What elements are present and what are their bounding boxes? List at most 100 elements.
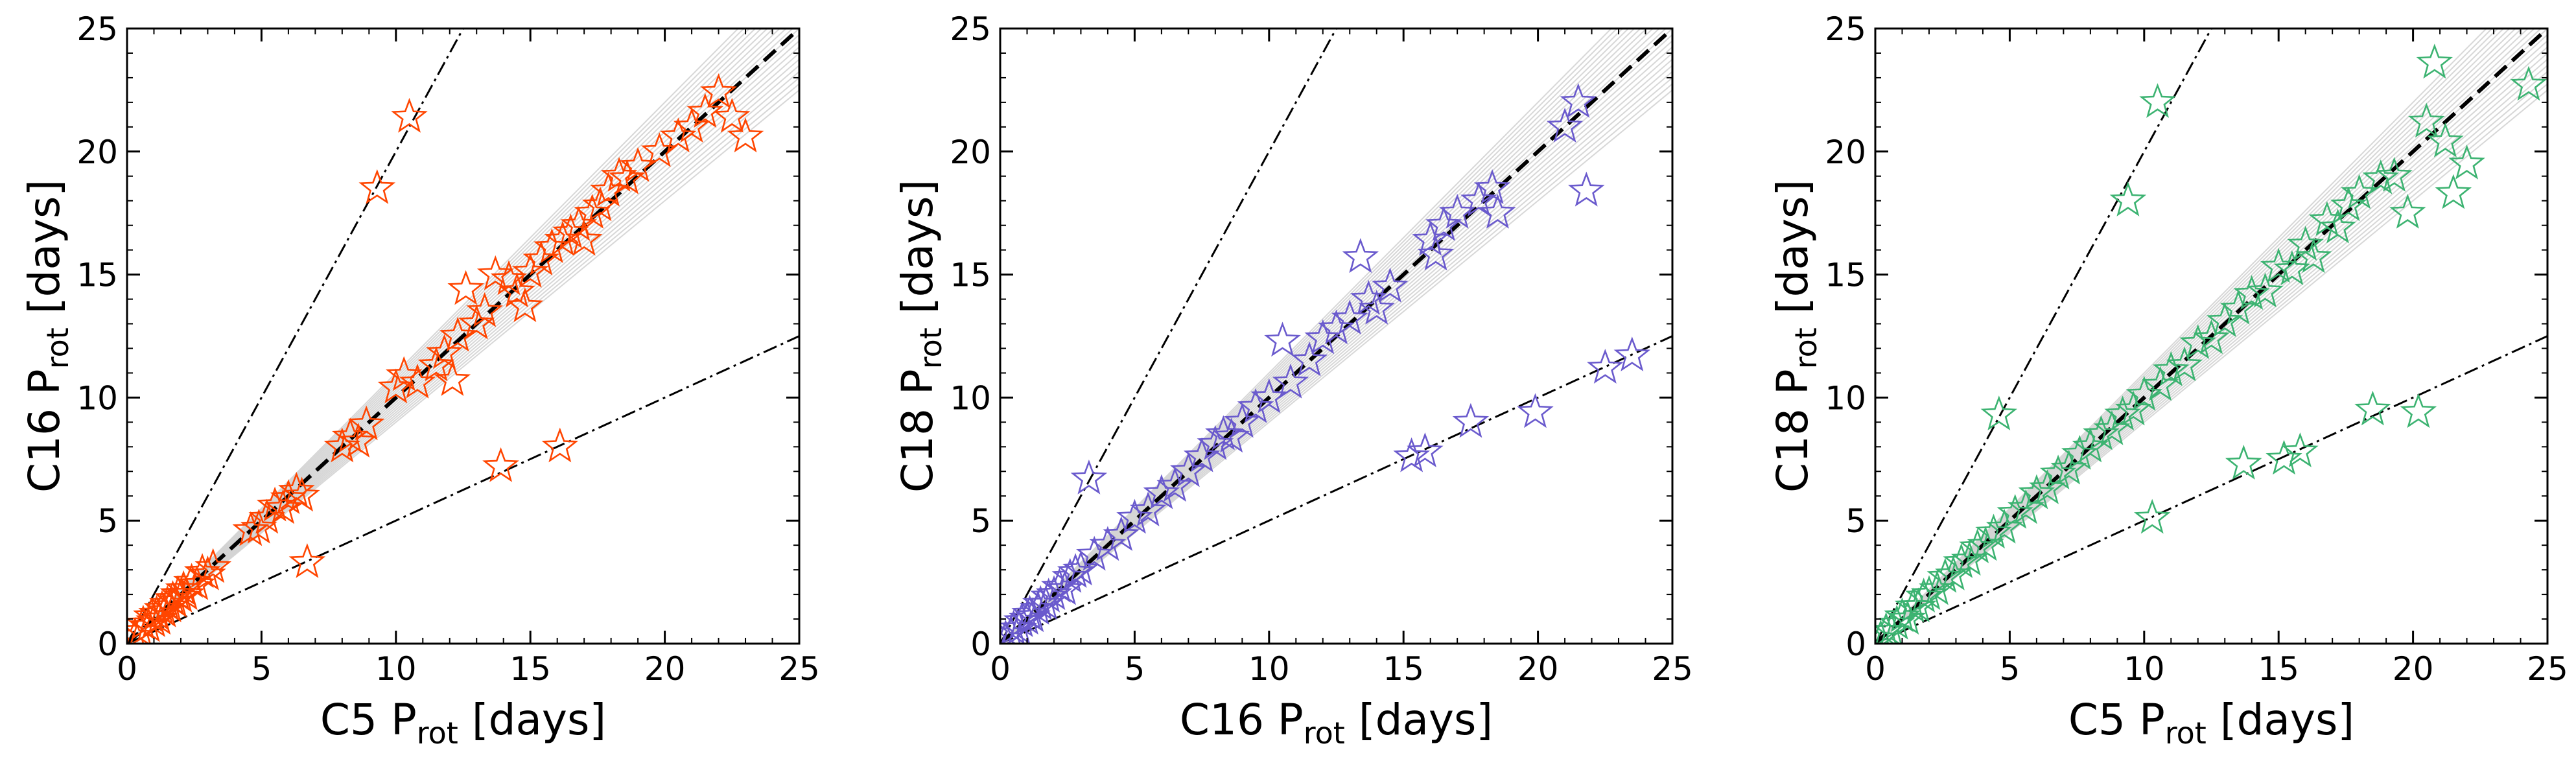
data-point [194, 548, 232, 583]
data-point [727, 117, 764, 153]
band-line [1000, 53, 1672, 644]
band-line [1875, 29, 2542, 644]
data-point [1062, 550, 1099, 586]
data-point [2408, 102, 2445, 138]
y-tick-label: 25 [76, 10, 118, 48]
data-point [660, 117, 697, 153]
band-line [1000, 89, 1672, 644]
data-point [288, 543, 326, 578]
band-line [1875, 40, 2547, 644]
data-point [2247, 272, 2284, 308]
data-point [2510, 65, 2547, 101]
data-point [2295, 238, 2332, 274]
y-tick-label: 5 [97, 502, 118, 540]
data-point [2273, 250, 2311, 286]
band-line [1875, 83, 2547, 644]
x-tick-label: 10 [1248, 650, 1290, 688]
data-point [714, 97, 751, 133]
data-point [2083, 415, 2120, 450]
x-axis-label: C16 Prot [days] [1180, 695, 1493, 751]
y-tick-label: 20 [950, 134, 991, 171]
data-point [1089, 526, 1127, 561]
data-point [2282, 432, 2319, 467]
data-point [1479, 193, 1516, 229]
data-point [1070, 459, 1108, 495]
data-point [2114, 390, 2152, 426]
band-line [1875, 29, 2529, 644]
harmonic-line [1000, 335, 1672, 644]
data-point [2219, 289, 2257, 325]
band-line [127, 46, 799, 644]
scatter-panel-c5-vs-c18: 0 5 10 15 20 25 0 5 10 15 20 25 C5 Prot [days] C18 Pr… [1768, 10, 2568, 751]
x-tick-label: 20 [2393, 650, 2434, 688]
harmonic-line [127, 335, 799, 644]
data-point [574, 193, 611, 229]
x-tick-label: 15 [2258, 650, 2299, 688]
data-point [439, 316, 476, 352]
data-point [1438, 193, 1476, 229]
data-point [2416, 43, 2453, 79]
data-point [2448, 145, 2485, 180]
scatter-panel-c16-vs-c18: 0 5 10 15 20 25 0 5 10 15 20 25 C16 Prot [days] C18 P… [893, 10, 1693, 751]
data-point [2142, 366, 2179, 401]
data-point [2050, 449, 2087, 485]
data-point [1000, 609, 1038, 644]
data-point [323, 427, 361, 463]
y-axis-label: C18 Prot [days] [1768, 180, 1823, 493]
band-line [127, 58, 799, 644]
data-point [541, 427, 579, 463]
data-point [2166, 346, 2203, 382]
x-tick-label: 5 [251, 650, 272, 688]
data-point [1224, 403, 1261, 438]
y-tick-label: 10 [1825, 379, 1866, 417]
y-tick-label: 15 [76, 257, 118, 294]
data-point [1213, 417, 1250, 453]
data-point [1197, 425, 1234, 460]
data-point [2206, 301, 2243, 337]
data-point [1412, 220, 1449, 256]
y-tick-label: 15 [1825, 257, 1866, 294]
data-point [2400, 393, 2437, 428]
y-tick-label: 0 [97, 625, 118, 663]
data-point [1183, 437, 1221, 473]
band-line [1000, 34, 1672, 644]
data-point [347, 405, 385, 441]
data-point [1272, 363, 1309, 399]
x-tick-label: 10 [375, 650, 417, 688]
data-point [2109, 181, 2147, 216]
data-point [476, 255, 514, 290]
data-point [417, 346, 455, 382]
data-point [700, 73, 737, 108]
band-line [127, 65, 799, 644]
data-point [240, 508, 277, 544]
band-line [127, 71, 799, 644]
data-point [458, 304, 495, 340]
data-point [1046, 570, 1083, 605]
data-point [1425, 205, 1462, 241]
band-line [127, 77, 799, 644]
data-point [1473, 169, 1511, 204]
x-tick-label: 20 [644, 650, 686, 688]
x-tick-label: 15 [1383, 650, 1424, 688]
data-point [178, 565, 216, 600]
data-point [1075, 535, 1113, 571]
data-point [2233, 275, 2270, 310]
data-point [1170, 452, 1207, 487]
band-line [127, 29, 769, 644]
data-point [1393, 437, 1430, 473]
band-line [127, 29, 751, 644]
data-point [1560, 83, 1597, 118]
data-point [2362, 159, 2400, 194]
data-point [391, 98, 428, 133]
y-tick-label: 10 [76, 379, 118, 417]
data-point [2225, 445, 2262, 480]
band-line [1875, 77, 2547, 644]
data-point [2179, 324, 2217, 359]
data-point [2125, 375, 2163, 411]
x-tick-label: 5 [1124, 650, 1145, 688]
data-point [1587, 349, 1624, 384]
band-line [127, 34, 799, 644]
band-line [1000, 29, 1648, 644]
y-tick-label: 25 [1825, 10, 1866, 48]
x-tick-label: 5 [1999, 650, 2020, 688]
